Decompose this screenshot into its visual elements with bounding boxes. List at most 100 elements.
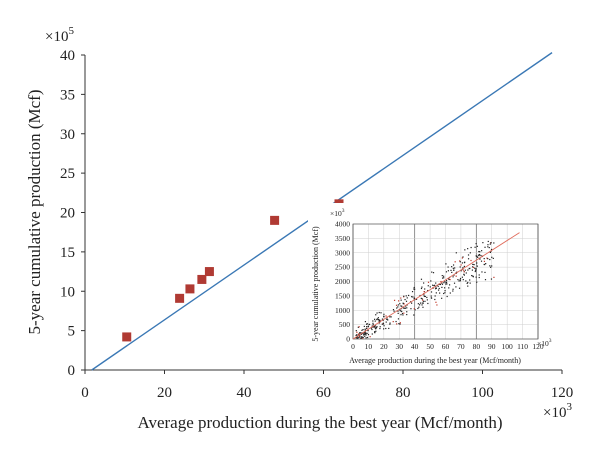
inset-y-tick-label: 2000 xyxy=(335,277,350,286)
inset-data-point xyxy=(382,323,385,325)
inset-data-point xyxy=(372,324,374,326)
inset-data-point xyxy=(458,287,461,289)
inset-data-point xyxy=(375,314,377,316)
inset-data-point xyxy=(414,288,416,290)
inset-y-tick-label: 3000 xyxy=(335,248,350,257)
inset-data-point xyxy=(455,275,457,277)
inset-data-point xyxy=(397,306,399,308)
inset-data-point xyxy=(445,280,448,282)
inset-data-point xyxy=(421,304,423,306)
inset-data-point xyxy=(434,298,436,301)
inset-data-point xyxy=(365,332,367,334)
inset-data-point xyxy=(421,298,423,300)
inset-data-point xyxy=(374,327,376,329)
inset-data-point xyxy=(424,295,426,298)
inset-data-point xyxy=(361,336,363,338)
inset-data-point xyxy=(357,336,359,338)
inset-data-point xyxy=(363,334,365,336)
inset-data-point xyxy=(437,289,440,291)
inset-data-point xyxy=(448,278,450,281)
inset-y-mult-exp: 3 xyxy=(342,208,345,214)
y-tick-label: 10 xyxy=(60,284,75,300)
inset-data-point xyxy=(396,323,398,325)
inset-data-point xyxy=(367,329,369,332)
inset-data-point xyxy=(367,333,370,336)
inset-data-point xyxy=(418,306,420,308)
inset-data-point xyxy=(459,266,461,268)
inset-data-point xyxy=(436,304,438,306)
inset-data-point xyxy=(454,267,456,269)
inset-data-point xyxy=(387,319,389,321)
inset-data-point xyxy=(385,327,387,330)
inset-data-point xyxy=(374,325,377,327)
inset-data-point xyxy=(406,297,408,299)
inset-data-point xyxy=(399,323,401,325)
inset-data-point xyxy=(390,316,392,318)
inset-data-point xyxy=(480,260,483,262)
inset-x-multiplier: ×103 xyxy=(537,338,552,348)
inset-x-tick-label: 50 xyxy=(426,342,434,351)
inset-data-point xyxy=(470,246,472,249)
x-tick-label: 20 xyxy=(157,385,172,401)
inset-data-point xyxy=(461,276,464,278)
inset-data-point xyxy=(405,300,408,302)
inset-data-point xyxy=(360,332,362,334)
inset-y-mult-base: ×10 xyxy=(330,209,342,218)
inset-fit-line-path xyxy=(352,232,520,340)
inset-data-point xyxy=(376,318,378,320)
inset-data-point xyxy=(376,318,378,321)
inset-x-tick-label: 80 xyxy=(473,342,481,351)
inset-data-point xyxy=(465,272,467,274)
inset-data-point xyxy=(386,318,388,320)
inset-data-point xyxy=(400,305,402,307)
inset-data-point xyxy=(365,334,367,336)
inset-data-point xyxy=(427,285,429,287)
inset-data-point xyxy=(413,286,415,289)
inset-data-point xyxy=(423,294,425,296)
inset-data-point xyxy=(359,335,361,337)
inset-data-point xyxy=(459,260,461,262)
inset-data-point xyxy=(415,298,418,300)
inset-data-point xyxy=(475,255,477,257)
inset-data-point xyxy=(421,286,423,288)
inset-data-point xyxy=(414,309,416,311)
inset-data-point xyxy=(424,300,426,302)
inset-data-point xyxy=(392,321,394,323)
inset-data-point xyxy=(462,267,464,269)
inset-y-tick-label: 4000 xyxy=(335,220,350,229)
inset-data-point xyxy=(484,271,486,274)
inset-data-point xyxy=(474,270,477,272)
inset-data-point xyxy=(467,269,469,271)
inset-data-point xyxy=(380,312,382,314)
inset-data-point xyxy=(467,258,470,260)
inset-data-point xyxy=(430,297,433,299)
inset-data-point xyxy=(481,250,483,252)
inset-data-point xyxy=(460,270,462,272)
x-tick-label: 0 xyxy=(81,385,89,401)
inset-data-point xyxy=(383,315,385,317)
inset-data-point xyxy=(493,276,495,278)
y-tick-label: 25 xyxy=(60,166,75,182)
inset-chart: 0 10 20 30 40 50 60 70 80 90 100 110 120 0 500 1000 1500… xyxy=(308,203,560,365)
inset-data-points xyxy=(355,240,495,339)
inset-data-point xyxy=(411,290,414,293)
inset-data-point xyxy=(432,284,434,286)
inset-data-point xyxy=(356,337,358,339)
inset-data-point xyxy=(397,310,399,312)
inset-data-point xyxy=(374,320,376,322)
inset-data-point xyxy=(400,310,402,312)
inset-data-point xyxy=(441,297,443,299)
inset-data-point xyxy=(464,249,466,251)
inset-data-point xyxy=(490,278,493,280)
y-tick-label: 20 xyxy=(60,206,75,222)
inset-y-tick-label: 3500 xyxy=(335,234,350,243)
inset-data-point xyxy=(429,286,431,288)
inset-data-point xyxy=(443,275,445,277)
inset-data-point xyxy=(459,277,462,280)
inset-data-point xyxy=(358,336,361,338)
inset-data-point xyxy=(413,308,415,310)
inset-data-point xyxy=(463,271,465,273)
inset-data-point xyxy=(423,282,425,284)
inset-data-point xyxy=(357,333,360,335)
